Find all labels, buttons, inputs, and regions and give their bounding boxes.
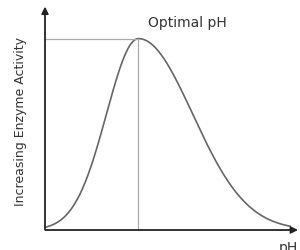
Text: pH: pH <box>279 241 298 250</box>
Text: Increasing Enzyme Activity: Increasing Enzyme Activity <box>14 37 27 206</box>
Text: Optimal pH: Optimal pH <box>148 16 227 30</box>
